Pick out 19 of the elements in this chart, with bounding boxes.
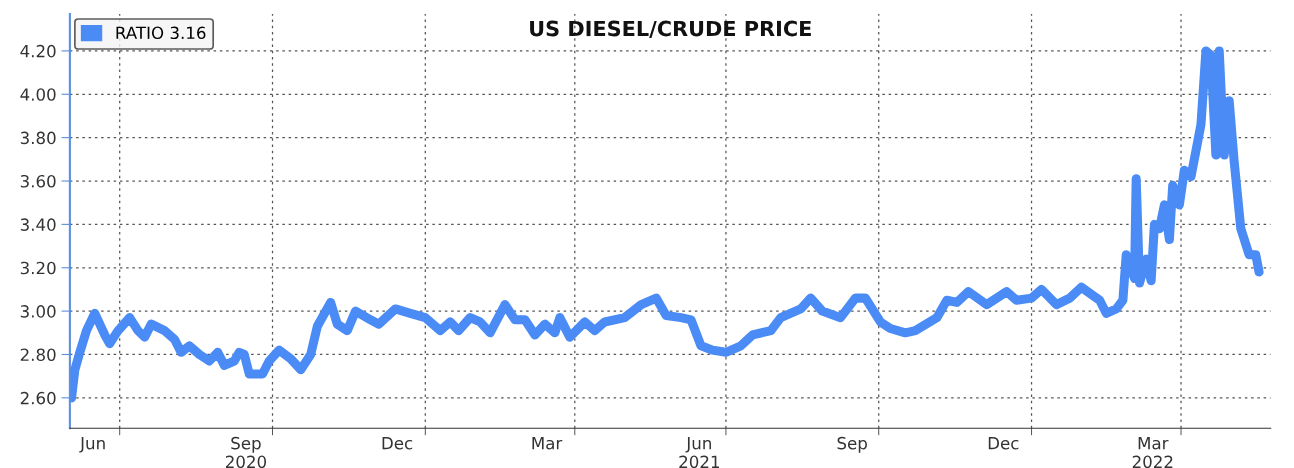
x-tick-label: Jun bbox=[79, 437, 105, 453]
x-tick-label: Dec bbox=[382, 437, 413, 450]
y-tick-label: 3.80 bbox=[20, 131, 56, 145]
y-tick-label: 3.40 bbox=[20, 218, 56, 231]
y-tick-label: 3.20 bbox=[20, 261, 56, 275]
x-tick-label: Mar 2022 bbox=[1132, 437, 1173, 468]
x-tick-label: Sep bbox=[837, 436, 867, 453]
y-tick-label: 4.00 bbox=[20, 88, 56, 101]
x-tick-label: Sep 2020 bbox=[225, 436, 267, 468]
chart-title: US DIESEL/CRUDE PRICE bbox=[530, 20, 811, 39]
y-tick-label: 4.20 bbox=[20, 44, 56, 58]
y-tick-label: 3.60 bbox=[20, 174, 56, 188]
legend-label: RATIO 3.16 bbox=[116, 26, 206, 40]
y-tick-label: 3.00 bbox=[20, 305, 56, 318]
x-tick-label: Jun 2021 bbox=[679, 437, 720, 468]
x-tick-label: Mar bbox=[532, 437, 563, 450]
y-tick-label: 2.80 bbox=[20, 348, 56, 362]
x-tick-label: Dec bbox=[988, 437, 1019, 450]
y-tick-label: 2.60 bbox=[20, 391, 56, 405]
